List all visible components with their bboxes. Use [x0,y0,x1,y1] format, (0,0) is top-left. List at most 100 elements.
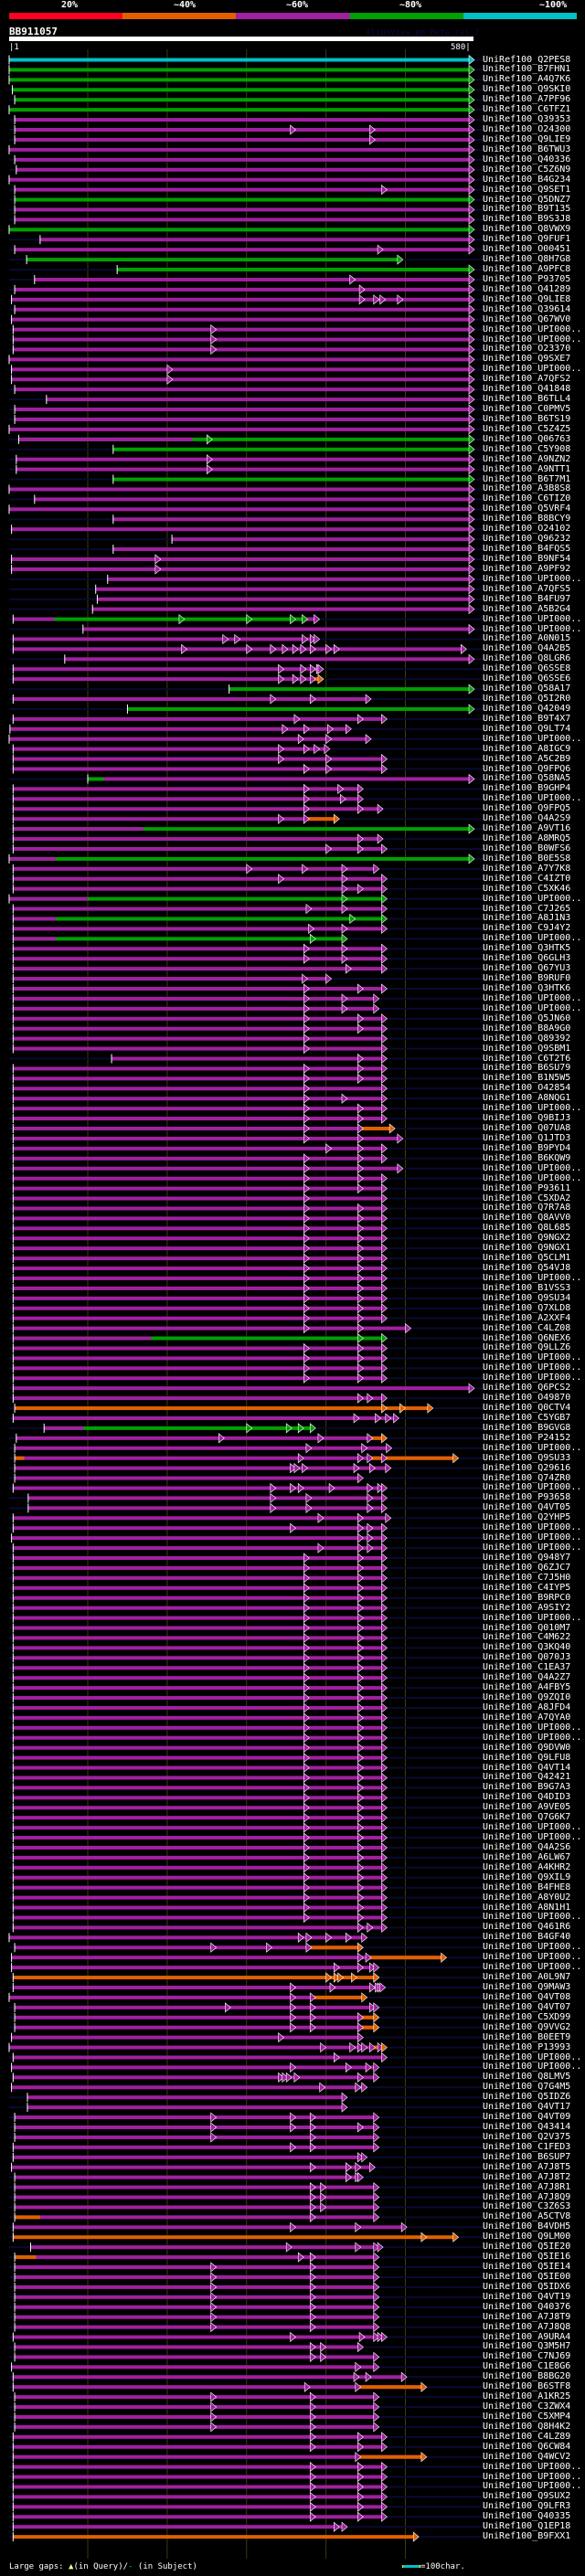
hit-label[interactable]: UniRef100_Q9SXE7 [483,354,571,365]
hit-label[interactable]: UniRef100_Q4A2S9 [483,813,571,824]
hit-label[interactable]: UniRef100_Q9SU34 [483,1292,571,1303]
hit-label[interactable]: UniRef100_O42854 [483,1083,571,1094]
hit-label[interactable]: UniRef100_B4VDH5 [483,2221,571,2232]
hit-label[interactable]: UniRef100_A2XXF4 [483,1312,571,1323]
hit-label[interactable]: UniRef100_UPI000.. [483,1832,582,1843]
hit-label[interactable]: UniRef100_O24102 [483,524,571,535]
hit-label[interactable]: UniRef100_UPI000.. [483,1912,582,1923]
hit-label[interactable]: UniRef100_Q9SUX2 [483,2491,571,2502]
hit-label[interactable]: UniRef100_P24152 [483,1432,571,1443]
hit-label[interactable]: UniRef100_O00451 [483,244,571,255]
hit-label[interactable]: UniRef100_C7J5H0 [483,1572,571,1583]
hit-label[interactable]: UniRef100_Q8LGR6 [483,653,571,664]
hit-label[interactable]: UniRef100_C1EA37 [483,1662,571,1673]
hit-label[interactable]: UniRef100_Q3HTK5 [483,943,571,954]
hit-label[interactable]: UniRef100_A9PF92 [483,563,571,574]
hit-label[interactable]: UniRef100_A9PFC8 [483,264,571,275]
hit-label[interactable]: UniRef100_Q3HTK6 [483,982,571,993]
hit-label[interactable]: UniRef100_Q8AVV0 [483,1213,571,1224]
hit-label[interactable]: UniRef100_Q42421 [483,1772,571,1783]
hit-label[interactable]: UniRef100_UPI000.. [483,1532,582,1543]
hit-label[interactable]: UniRef100_A0N015 [483,633,571,644]
hit-label[interactable]: UniRef100_C7NJ69 [483,2351,571,2362]
hit-label[interactable]: UniRef100_UPI000.. [483,1352,582,1363]
hit-label[interactable]: UniRef100_C6TFZ1 [483,104,571,115]
hit-label[interactable]: UniRef100_Q39353 [483,114,571,125]
hit-label[interactable]: UniRef100_Q96232 [483,534,571,545]
hit-label[interactable]: UniRef100_UPI000.. [483,1732,582,1743]
hit-label[interactable]: UniRef100_B0E5S8 [483,853,571,864]
hit-label[interactable]: UniRef100_Q58NA5 [483,773,571,784]
hit-label[interactable]: UniRef100_A7Y7K8 [483,863,571,874]
hit-label[interactable]: UniRef100_B9G7A3 [483,1782,571,1793]
hit-label[interactable]: UniRef100_Q41289 [483,283,571,294]
hit-label[interactable]: UniRef100_UPI000.. [483,623,582,634]
hit-label[interactable]: UniRef100_Q29616 [483,1462,571,1473]
hit-label[interactable]: UniRef100_C4LZ08 [483,1322,571,1333]
hit-label[interactable]: UniRef100_A7J8T2 [483,2171,571,2182]
hit-label[interactable]: UniRef100_Q9SU33 [483,1452,571,1463]
hit-label[interactable]: UniRef100_A9NTT1 [483,463,571,474]
hit-label[interactable]: UniRef100_Q1JTD3 [483,1132,571,1143]
hit-label[interactable]: UniRef100_UPI000.. [483,1542,582,1553]
hit-label[interactable]: UniRef100_P93611 [483,1182,571,1193]
hit-label[interactable]: UniRef100_Q9DVW0 [483,1742,571,1753]
hit-label[interactable]: UniRef100_B6STF8 [483,2381,571,2392]
hit-label[interactable]: UniRef100_Q4DID3 [483,1792,571,1803]
hit-label[interactable]: UniRef100_A7QFS2 [483,374,571,385]
hit-label[interactable]: UniRef100_Q54VJ8 [483,1263,571,1274]
hit-label[interactable]: UniRef100_Q6GLH3 [483,953,571,964]
hit-label[interactable]: UniRef100_Q4A2S6 [483,1841,571,1852]
hit-label[interactable]: UniRef100_B9RPC0 [483,1592,571,1603]
hit-label[interactable]: UniRef100_Q7G4M5 [483,2082,571,2093]
hit-label[interactable]: UniRef100_Q9XIL9 [483,1871,571,1882]
hit-label[interactable]: UniRef100_Q948Y7 [483,1553,571,1563]
hit-label[interactable]: UniRef100_B6T7M1 [483,473,571,484]
hit-label[interactable]: UniRef100_C9J4Y2 [483,923,571,934]
hit-label[interactable]: UniRef100_A6LW67 [483,1851,571,1862]
hit-label[interactable]: UniRef100_B6TWU3 [483,143,571,154]
hit-label[interactable]: UniRef100_UPI000.. [483,2461,582,2472]
hit-label[interactable]: UniRef100_A7J8T5 [483,2161,571,2172]
hit-label[interactable]: UniRef100_B4FQS5 [483,544,571,555]
hit-label[interactable]: UniRef100_A7J8R1 [483,2181,571,2192]
hit-label[interactable]: UniRef100_UPI000.. [483,1162,582,1173]
hit-label[interactable]: UniRef100_Q5IE20 [483,2242,571,2253]
hit-label[interactable]: UniRef100_A7PF96 [483,94,571,105]
hit-label[interactable]: UniRef100_UPI000.. [483,2481,582,2492]
hit-label[interactable]: UniRef100_B9FXX1 [483,2531,571,2542]
hit-label[interactable]: UniRef100_B9GVG8 [483,1422,571,1433]
hit-label[interactable]: UniRef100_Q461R6 [483,1922,571,1933]
hit-label[interactable]: UniRef100_B1N5W5 [483,1073,571,1084]
hit-label[interactable]: UniRef100_B7FHN1 [483,64,571,75]
hit-label[interactable]: UniRef100_Q3KQ40 [483,1642,571,1653]
hit-label[interactable]: UniRef100_C3ZWX4 [483,2401,571,2412]
hit-label[interactable]: UniRef100_B9PYD4 [483,1142,571,1153]
hit-label[interactable]: UniRef100_C4IZT0 [483,873,571,884]
hit-label[interactable]: UniRef100_Q40335 [483,2511,571,2522]
hit-label[interactable]: UniRef100_C6T2T6 [483,1053,571,1064]
hit-label[interactable]: UniRef100_UPI000.. [483,933,582,944]
hit-label[interactable]: UniRef100_Q41848 [483,384,571,395]
hit-label[interactable]: UniRef100_Q58A17 [483,684,571,694]
hit-label[interactable]: UniRef100_Q9FPQ5 [483,803,571,814]
hit-label[interactable]: UniRef100_B6TLL4 [483,394,571,405]
hit-label[interactable]: UniRef100_Q67WV0 [483,313,571,324]
hit-label[interactable]: UniRef100_Q6SSE8 [483,663,571,674]
hit-label[interactable]: UniRef100_B6SU79 [483,1063,571,1074]
hit-label[interactable]: UniRef100_B9GHP4 [483,783,571,794]
hit-label[interactable]: UniRef100_UPI000.. [483,1612,582,1623]
hit-label[interactable]: UniRef100_UPI000.. [483,1822,582,1833]
hit-label[interactable]: UniRef100_UPI000.. [483,1482,582,1493]
hit-label[interactable]: UniRef100_UPI000.. [483,1362,582,1373]
hit-label[interactable]: UniRef100_A4KHR2 [483,1861,571,1872]
hit-label[interactable]: UniRef100_Q9NGX2 [483,1233,571,1244]
hit-label[interactable]: UniRef100_O49870 [483,1393,571,1404]
hit-label[interactable]: UniRef100_P13993 [483,2041,571,2052]
hit-label[interactable]: UniRef100_B9RUF0 [483,973,571,984]
hit-label[interactable]: UniRef100_Q6NEX6 [483,1332,571,1343]
hit-label[interactable]: UniRef100_A8IGC9 [483,743,571,754]
hit-label[interactable]: UniRef100_Q9LLZ6 [483,1342,571,1353]
hit-label[interactable]: UniRef100_Q2V375 [483,2131,571,2142]
hit-label[interactable]: UniRef100_UPI000.. [483,2051,582,2062]
